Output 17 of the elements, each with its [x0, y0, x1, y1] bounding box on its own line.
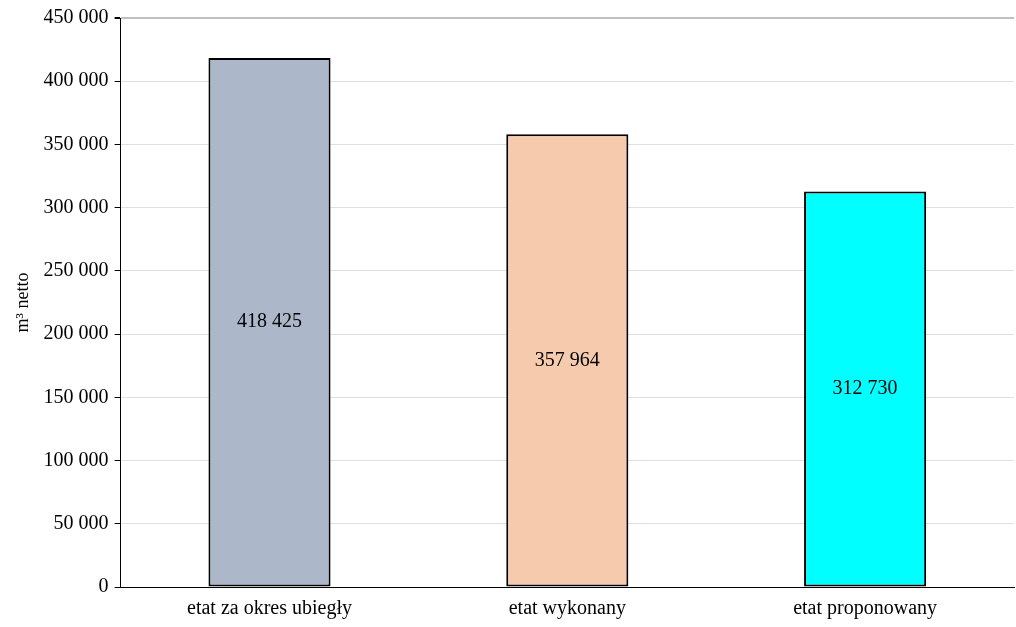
data-label: 357 964	[534, 347, 600, 370]
y-tick-label: 400 000	[43, 68, 109, 91]
x-tick-label: etat wykonany	[508, 596, 626, 620]
y-tick-label: 200 000	[43, 321, 109, 344]
y-tick-label: 150 000	[43, 384, 109, 407]
data-label: 312 730	[832, 376, 898, 399]
data-label: 418 425	[237, 309, 302, 332]
y-tick-label: 250 000	[43, 258, 109, 281]
y-axis-title: m³ netto	[11, 272, 32, 333]
x-tick-label: etat za okres ubiegły	[187, 596, 352, 620]
x-tick-label: etat proponowany	[793, 596, 938, 620]
y-tick-label: 300 000	[43, 194, 109, 217]
y-tick-label: 50 000	[53, 511, 109, 534]
y-tick-label: 0	[98, 574, 109, 597]
y-tick-label: 100 000	[43, 447, 109, 470]
y-tick-label: 350 000	[43, 131, 109, 154]
y-tick-label: 450 000	[43, 5, 109, 28]
